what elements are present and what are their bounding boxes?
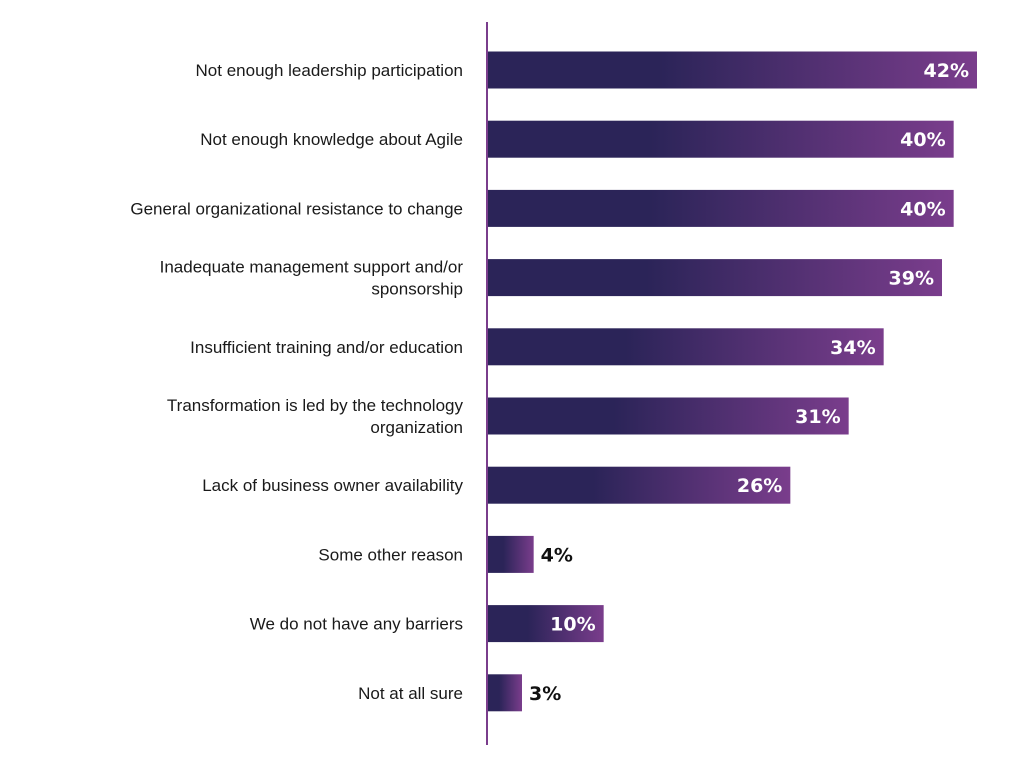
- value-label: 39%: [889, 268, 934, 290]
- bars-layer: [487, 51, 977, 712]
- category-label: We do not have any barriers: [250, 615, 463, 634]
- bar: [487, 466, 791, 504]
- category-label: General organizational resistance to cha…: [130, 199, 463, 218]
- category-label: Transformation is led by the technology o…: [167, 396, 464, 437]
- category-label: Not enough leadership participation: [196, 61, 463, 80]
- value-labels: 42% 40% 40% 39% 34% 31% 26% 4% 10% 3%: [529, 60, 969, 705]
- category-label: Insufficient training and/or education: [190, 338, 463, 357]
- value-label: 34%: [830, 337, 875, 359]
- bar: [487, 189, 954, 227]
- value-label: 3%: [529, 683, 561, 705]
- bar: [487, 120, 954, 158]
- value-label: 40%: [900, 129, 945, 151]
- category-label: Lack of business owner availability: [202, 476, 463, 495]
- category-label: Some other reason: [318, 545, 463, 564]
- value-label: 10%: [550, 614, 595, 636]
- value-label: 42%: [924, 60, 969, 82]
- category-label: Inadequate management support and/or spon…: [160, 258, 464, 299]
- bar: [487, 605, 604, 643]
- category-labels: Not enough leadership participation Not e…: [130, 61, 463, 703]
- value-label: 26%: [737, 475, 782, 497]
- category-label: Not enough knowledge about Agile: [200, 130, 463, 149]
- bar: [487, 535, 534, 573]
- value-label: 40%: [900, 198, 945, 220]
- value-label: 4%: [541, 544, 573, 566]
- bar: [487, 51, 977, 89]
- bar: [487, 397, 849, 435]
- value-label: 31%: [795, 406, 840, 428]
- category-label: Not at all sure: [358, 684, 463, 703]
- bar: [487, 328, 884, 366]
- bar: [487, 674, 522, 712]
- bar: [487, 259, 942, 297]
